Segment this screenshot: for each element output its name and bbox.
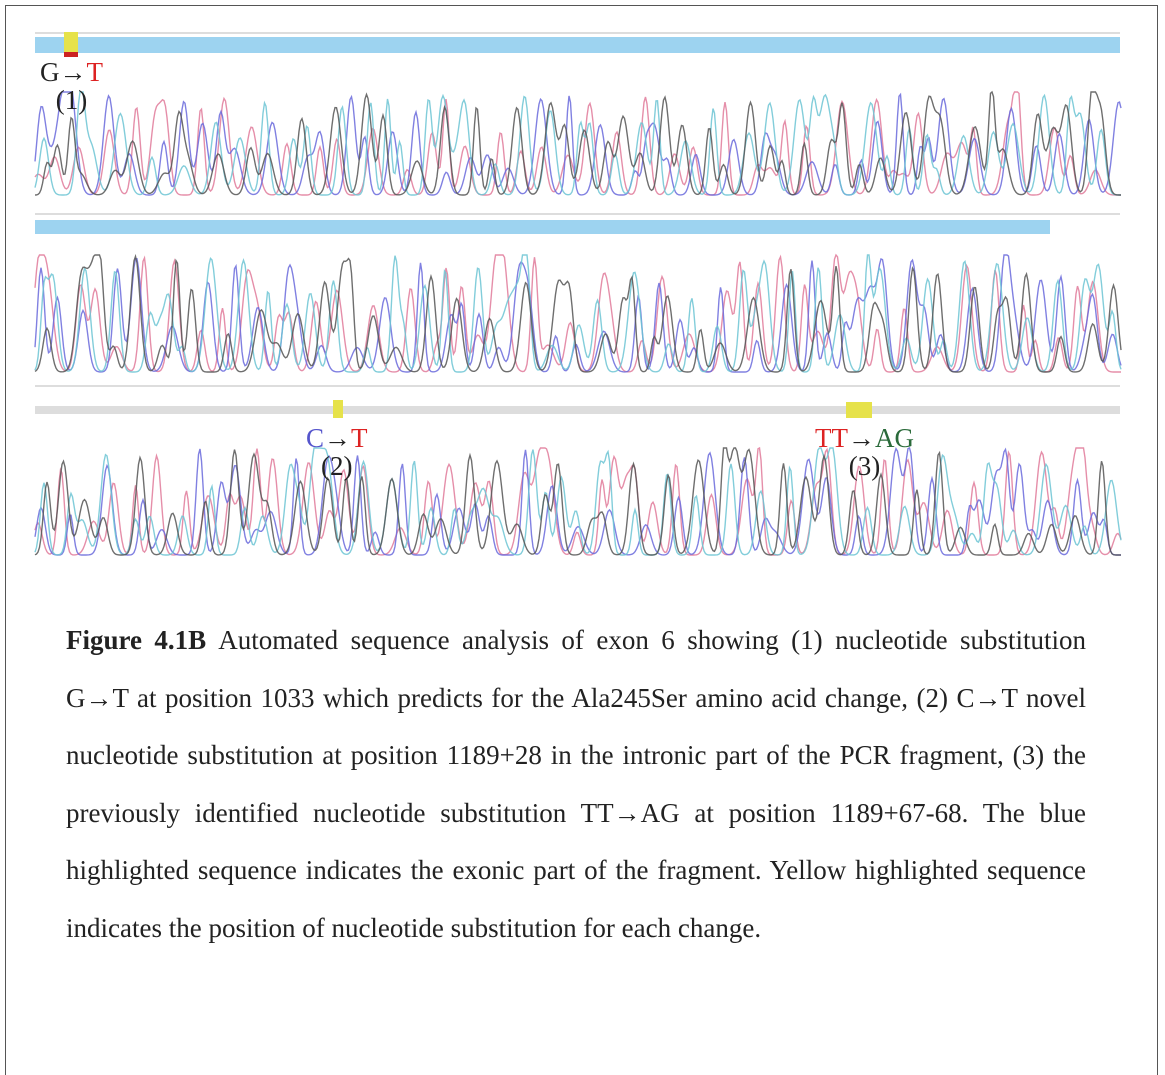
base-from: TT <box>815 423 848 453</box>
page: G→T (1) C→T (2) TT→AG (3) Figure 4.1BAut… <box>0 0 1165 1071</box>
arrow: → <box>324 423 351 453</box>
mutation-number: (3) <box>815 452 914 480</box>
base-to: T <box>351 423 368 453</box>
variant-highlight <box>64 32 78 54</box>
mutation-number: (1) <box>40 86 103 114</box>
mutation-label: TT→AG (3) <box>815 424 914 480</box>
exon-highlight <box>35 37 1120 53</box>
trace <box>35 448 1121 555</box>
mutation-label: G→T (1) <box>40 58 103 114</box>
chromatogram <box>0 0 1165 580</box>
mutation-number: (2) <box>306 452 368 480</box>
caption-text: Automated sequence analysis of exon 6 sh… <box>66 625 1086 943</box>
base-to: T <box>87 57 104 87</box>
variant-highlight <box>333 400 343 418</box>
base-from: G <box>40 57 60 87</box>
base-from: C <box>306 423 324 453</box>
arrow: → <box>848 423 875 453</box>
exon-highlight <box>35 220 1050 234</box>
trace <box>35 255 1121 372</box>
caption-label: Figure 4.1B <box>66 625 206 655</box>
base-to: AG <box>875 423 914 453</box>
mutation-label: C→T (2) <box>306 424 368 480</box>
variant-highlight <box>846 402 872 418</box>
arrow: → <box>60 57 87 87</box>
